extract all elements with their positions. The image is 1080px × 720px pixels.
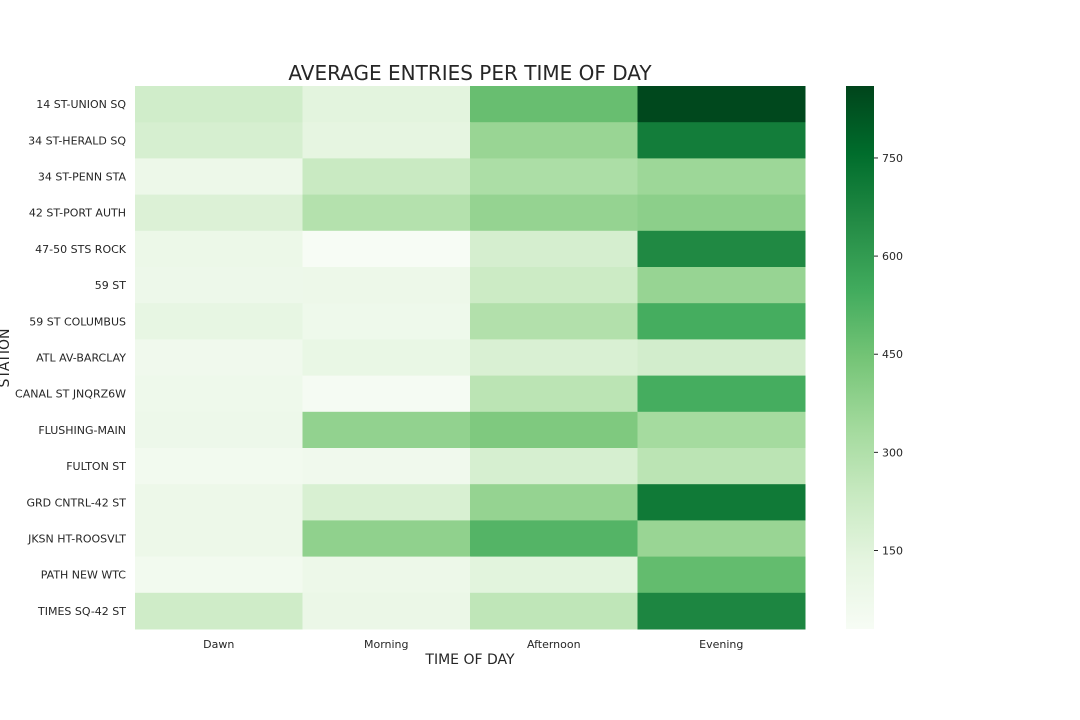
heatmap-cell <box>470 592 638 630</box>
heatmap-cell <box>302 158 471 196</box>
heatmap-cell <box>470 230 638 268</box>
y-tick-label: 47-50 STS ROCK <box>35 243 127 256</box>
heatmap-cell <box>637 267 806 304</box>
heatmap-cells <box>135 86 806 630</box>
x-tick-label: Dawn <box>203 638 234 651</box>
heatmap-cell <box>637 194 806 232</box>
heatmap-cell <box>470 411 638 449</box>
heatmap-cell <box>135 86 303 123</box>
heatmap-cell <box>135 375 303 413</box>
y-axis-label: STATION <box>0 328 13 387</box>
heatmap-cell <box>302 556 471 594</box>
heatmap-cell <box>135 484 303 521</box>
heatmap-cell <box>302 267 471 304</box>
y-tick-label: 34 ST-HERALD SQ <box>28 134 126 147</box>
heatmap-cell <box>135 556 303 594</box>
heatmap-cell <box>470 122 638 159</box>
y-tick-label: PATH NEW WTC <box>41 569 127 582</box>
x-axis-label: TIME OF DAY <box>424 652 515 668</box>
heatmap-cell <box>470 484 638 521</box>
heatmap-cell <box>637 448 806 485</box>
y-tick-label: FULTON ST <box>66 460 126 473</box>
heatmap-cell <box>135 592 303 630</box>
heatmap-cell <box>470 158 638 196</box>
heatmap-cell <box>637 303 806 340</box>
y-tick-label: TIMES SQ-42 ST <box>37 605 126 618</box>
heatmap-cell <box>135 194 303 232</box>
heatmap-cell <box>302 592 471 630</box>
y-tick-label: GRD CNTRL-42 ST <box>26 496 126 509</box>
heatmap-cell <box>302 411 471 449</box>
heatmap-cell <box>637 375 806 413</box>
heatmap-cell <box>302 448 471 485</box>
heatmap-cell <box>470 267 638 304</box>
heatmap-cell <box>302 303 471 340</box>
heatmap-cell <box>135 122 303 159</box>
heatmap-cell <box>470 556 638 594</box>
heatmap-cell <box>470 375 638 413</box>
heatmap-cell <box>637 122 806 159</box>
heatmap-cell <box>637 520 806 558</box>
y-tick-labels: 14 ST-UNION SQ 34 ST-HERALD SQ 34 ST-PENN … <box>15 98 127 618</box>
colorbar-tick-label: 450 <box>882 348 903 361</box>
y-tick-label: CANAL ST JNQRZ6W <box>15 388 126 401</box>
heatmap-cell <box>302 520 471 558</box>
heatmap-cell <box>470 194 638 232</box>
y-tick-label: ATL AV-BARCLAY <box>36 352 126 365</box>
colorbar-tick-label: 150 <box>882 544 903 557</box>
heatmap-cell <box>302 122 471 159</box>
heatmap-cell <box>135 303 303 340</box>
heatmap-cell <box>637 556 806 594</box>
heatmap-cell <box>637 411 806 449</box>
heatmap-cell <box>637 230 806 268</box>
colorbar-tick-label: 300 <box>882 446 903 459</box>
heatmap-cell <box>470 448 638 485</box>
heatmap-cell <box>302 339 471 377</box>
heatmap-cell <box>302 194 471 232</box>
y-tick-label: JKSN HT-ROOSVLT <box>27 533 126 546</box>
heatmap-cell <box>302 230 471 268</box>
heatmap-cell <box>135 520 303 558</box>
heatmap-cell <box>302 86 471 123</box>
heatmap-cell <box>135 339 303 377</box>
heatmap-cell <box>470 339 638 377</box>
heatmap-cell <box>637 484 806 521</box>
y-tick-label: 59 ST <box>95 279 126 292</box>
heatmap-cell <box>135 158 303 196</box>
heatmap-cell <box>470 86 638 123</box>
x-tick-label: Afternoon <box>527 638 581 651</box>
y-tick-label: FLUSHING-MAIN <box>38 424 126 437</box>
x-tick-labels: Dawn Morning Afternoon Evening <box>203 638 743 651</box>
heatmap-cell <box>470 520 638 558</box>
heatmap-cell <box>637 339 806 377</box>
y-tick-label: 42 ST-PORT AUTH <box>29 207 126 220</box>
x-tick-label: Morning <box>364 638 409 651</box>
x-tick-label: Evening <box>699 638 743 651</box>
colorbar-tick-label: 750 <box>882 152 903 165</box>
heatmap-cell <box>302 375 471 413</box>
heatmap-cell <box>637 158 806 196</box>
heatmap-cell <box>470 303 638 340</box>
y-tick-label: 14 ST-UNION SQ <box>36 98 126 111</box>
heatmap-cell <box>135 230 303 268</box>
heatmap-cell <box>302 484 471 521</box>
heatmap-cell <box>637 592 806 630</box>
heatmap-cell <box>135 411 303 449</box>
heatmap-cell <box>637 86 806 123</box>
chart-title: AVERAGE ENTRIES PER TIME OF DAY <box>288 61 652 85</box>
colorbar <box>846 86 874 629</box>
heatmap-cell <box>135 267 303 304</box>
y-tick-label: 34 ST-PENN STA <box>38 171 127 184</box>
heatmap-cell <box>135 448 303 485</box>
colorbar-ticks: 150 300 450 600 750 <box>874 152 903 557</box>
y-tick-label: 59 ST COLUMBUS <box>29 315 126 328</box>
colorbar-tick-label: 600 <box>882 250 903 263</box>
